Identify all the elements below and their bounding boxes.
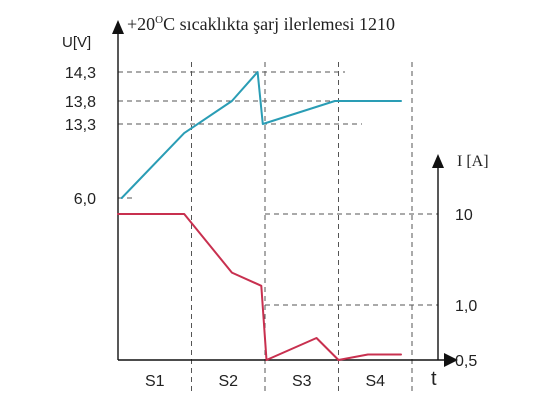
stage-label: S4 bbox=[365, 373, 385, 390]
voltage-axis-label: U[V] bbox=[62, 34, 91, 51]
stage-label: S3 bbox=[292, 373, 312, 390]
labels: +20OC sıcaklıkta şarj ilerlemesi 1210 U[… bbox=[62, 14, 489, 390]
time-axis-label: t bbox=[431, 368, 437, 390]
current-tick-label: 10 bbox=[455, 207, 473, 224]
voltage-series-line bbox=[120, 71, 402, 199]
current-axis-label: I [A] bbox=[457, 153, 489, 170]
voltage-tick-label: 6,0 bbox=[74, 191, 96, 208]
series-lines bbox=[117, 71, 402, 361]
current-series-line bbox=[117, 213, 402, 361]
voltage-tick-label: 14,3 bbox=[65, 65, 96, 82]
stage-label: S1 bbox=[145, 373, 165, 390]
voltage-tick-label: 13,8 bbox=[65, 94, 96, 111]
current-tick-label: 0,5 bbox=[455, 353, 477, 370]
voltage-axis-arrow bbox=[112, 20, 124, 34]
stage-label: S2 bbox=[218, 373, 238, 390]
voltage-tick-label: 13,3 bbox=[65, 117, 96, 134]
chart-title: +20OC sıcaklıkta şarj ilerlemesi 1210 bbox=[127, 14, 395, 34]
current-axis-arrow bbox=[432, 154, 444, 168]
time-axis-arrow bbox=[444, 353, 458, 367]
guide-lines bbox=[118, 62, 438, 392]
current-tick-label: 1,0 bbox=[455, 298, 477, 315]
axes bbox=[112, 20, 458, 367]
tick-labels: 14,3 13,8 13,3 6,0 10 1,0 0,5 S1 S2 S3 S4 bbox=[65, 65, 477, 390]
